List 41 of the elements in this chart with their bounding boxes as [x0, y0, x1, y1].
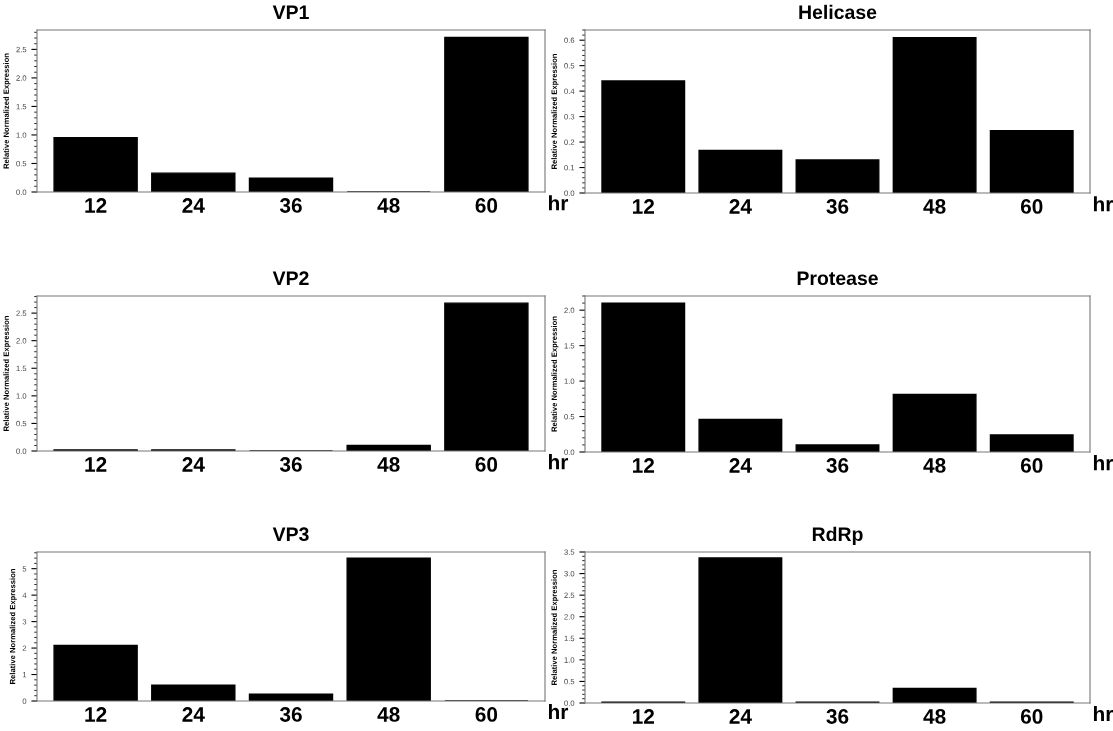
- x-tick-label: 24: [182, 198, 205, 213]
- x-tick-label: 24: [729, 199, 752, 214]
- x-tick-label: 24: [729, 709, 752, 724]
- x-tick-label: 12: [85, 198, 107, 213]
- x-tick-label: 12: [85, 457, 107, 472]
- x-tick-label: 60: [475, 198, 498, 213]
- x-tick-label: 12: [85, 707, 107, 722]
- chart-title: RdRp: [812, 526, 863, 545]
- x-tick-label: 48: [923, 458, 946, 473]
- x-tick-label: 12: [633, 199, 655, 214]
- x-tick-label: 60: [475, 457, 498, 472]
- x-tick-label: 36: [279, 707, 302, 722]
- chart-title: VP3: [272, 527, 309, 542]
- x-axis-title: hr: [549, 195, 569, 211]
- x-tick-label: 60: [1020, 709, 1043, 724]
- x-tick-label: 48: [377, 457, 400, 472]
- x-tick-label: 24: [729, 458, 752, 473]
- x-tick-label: 48: [923, 199, 946, 214]
- x-tick-label: 48: [923, 709, 946, 724]
- chart-title: VP1: [272, 5, 309, 19]
- x-tick-label: 36: [279, 198, 302, 213]
- chart-title: VP2: [272, 271, 309, 285]
- x-tick-label: 12: [633, 709, 655, 724]
- x-tick-label: 24: [182, 707, 205, 722]
- chart-title: Helicase: [799, 4, 877, 20]
- x-tick-label: 48: [377, 707, 400, 722]
- x-tick-label: 36: [826, 709, 849, 724]
- x-tick-label: 48: [377, 198, 400, 213]
- x-axis-title: hr: [1093, 455, 1113, 471]
- x-tick-label: 60: [475, 707, 498, 722]
- x-tick-label: 60: [1020, 199, 1043, 214]
- x-tick-label: 36: [279, 457, 302, 472]
- x-tick-label: 36: [826, 458, 849, 473]
- x-axis-title: hr: [1093, 706, 1113, 722]
- chart-title: Protease: [797, 271, 878, 286]
- x-tick-label: 12: [633, 458, 655, 473]
- x-tick-label: 24: [182, 457, 205, 472]
- x-tick-label: 36: [826, 199, 849, 214]
- x-tick-label: 60: [1020, 458, 1043, 473]
- x-axis-title: hr: [1093, 196, 1113, 212]
- x-axis-title: hr: [549, 454, 569, 470]
